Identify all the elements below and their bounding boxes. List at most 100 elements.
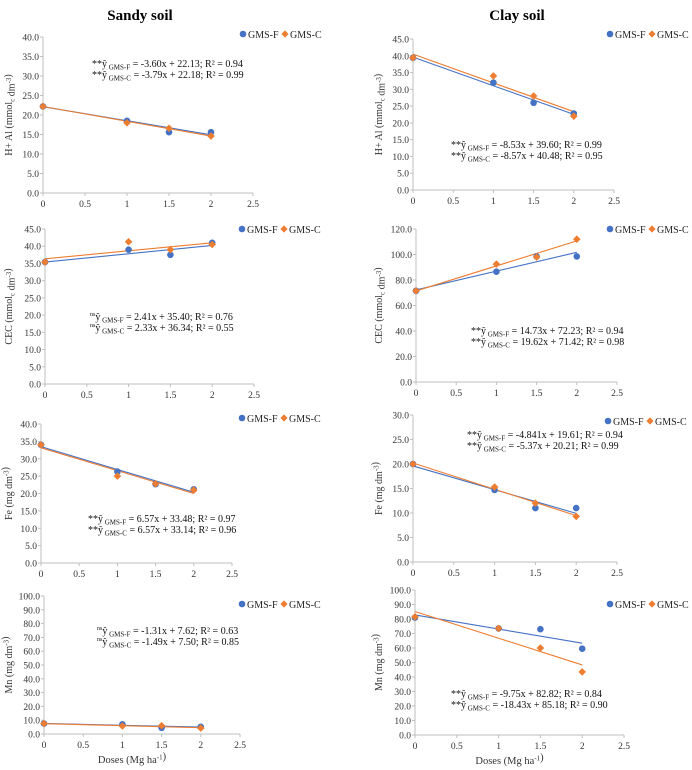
y-tick-label: 10.0 bbox=[20, 525, 37, 535]
unit-script: c bbox=[379, 292, 387, 295]
y-tick-label: 40.0 bbox=[22, 34, 39, 44]
legend-marker-gms-c bbox=[648, 225, 656, 233]
y-tick-label: 40.0 bbox=[394, 674, 411, 684]
y-axis-label: H+ Al (mmolc dm-3) bbox=[3, 74, 18, 156]
data-point-gms-c bbox=[409, 460, 417, 468]
label-text: Mn (mg dm bbox=[4, 645, 15, 693]
data-point-gms-c bbox=[490, 483, 499, 491]
data-point-gms-f bbox=[537, 625, 544, 633]
legend-marker-gms-c bbox=[646, 417, 654, 425]
equation-body: = 14.73x + 72.23; R² = 0.94 bbox=[509, 326, 623, 337]
equation-body: = 2.41x + 35.40; R² = 0.76 bbox=[124, 312, 233, 323]
data-point-gms-f bbox=[114, 468, 121, 475]
label-text: ) bbox=[1, 637, 12, 640]
equation-prefix: **ŷ bbox=[88, 525, 103, 536]
y-hat: ŷ bbox=[102, 637, 107, 648]
x-tick-label: 1 bbox=[491, 197, 496, 207]
label-text: Doses (Mg ha bbox=[475, 756, 534, 767]
data-point-gms-c bbox=[570, 112, 578, 120]
y-tick-label: 90.0 bbox=[394, 601, 411, 611]
significance-ns: ns bbox=[90, 312, 96, 318]
y-axis-label: CEC (mmolc dm-3) bbox=[3, 268, 18, 344]
data-point-gms-c bbox=[208, 240, 216, 249]
x-tick-label: 0 bbox=[41, 200, 46, 210]
y-tick-label: 40.0 bbox=[392, 52, 409, 62]
data-point-gms-c bbox=[39, 102, 47, 111]
y-hat: ŷ bbox=[95, 323, 100, 334]
equation-subscript: GMS-F bbox=[466, 694, 489, 702]
x-tick-label: 1.5 bbox=[528, 197, 540, 207]
regression-equation: nsŷ GMS-F = 2.41x + 35.40; R² = 0.76 bbox=[90, 312, 233, 325]
data-point-gms-c bbox=[412, 287, 420, 295]
equation-subscript: GMS-C bbox=[466, 156, 490, 164]
unit-script: -3 bbox=[5, 271, 13, 277]
label-text: Fe (mg dm bbox=[374, 471, 385, 515]
legend-marker-gms-f bbox=[239, 30, 247, 38]
legend-marker-gms-c bbox=[281, 30, 289, 38]
data-point-gms-c bbox=[492, 260, 501, 268]
y-tick-label: 5.0 bbox=[397, 534, 409, 544]
equation-subscript: GMS-F bbox=[482, 435, 505, 443]
data-point-gms-c bbox=[165, 124, 173, 133]
y-tick-label: 100.0 bbox=[390, 587, 412, 597]
data-point-gms-c bbox=[151, 479, 160, 488]
x-tick-label: 2.5 bbox=[234, 741, 246, 751]
regression-equation: **ŷ GMS-F = -9.75x + 82.82; R² = 0.84 bbox=[451, 689, 602, 702]
x-tick-label: 1 bbox=[494, 389, 499, 399]
y-tick-label: 15.0 bbox=[24, 329, 41, 339]
label-text: dm bbox=[7, 277, 18, 293]
equation-subscript: GMS-C bbox=[466, 705, 490, 713]
y-tick-label: 35.0 bbox=[20, 438, 37, 448]
legend-marker-gms-f bbox=[238, 414, 246, 422]
y-tick-label: 35.0 bbox=[22, 53, 39, 63]
equation-subscript: GMS-C bbox=[103, 530, 127, 538]
label-text: H+ Al (mmol bbox=[374, 101, 385, 155]
x-tick-label: 1 bbox=[120, 741, 125, 751]
label-text: ) bbox=[3, 74, 14, 77]
y-tick-label: 0.0 bbox=[27, 190, 39, 200]
x-tick-label: 1.5 bbox=[156, 741, 168, 751]
y-tick-label: 30.0 bbox=[22, 73, 39, 83]
y-tick-label: 50.0 bbox=[23, 662, 40, 672]
y-tick-label: 20.0 bbox=[20, 490, 37, 500]
label-text: ) bbox=[371, 634, 382, 637]
y-tick-label: 25.0 bbox=[392, 103, 409, 113]
y-tick-label: 80.0 bbox=[394, 616, 411, 626]
y-tick-label: 25.0 bbox=[22, 92, 39, 102]
data-point-gms-c bbox=[123, 119, 131, 127]
column-title-clay: Clay soil bbox=[489, 8, 544, 24]
y-tick-label: 50.0 bbox=[394, 659, 411, 669]
legend-label-gms-c: GMS-C bbox=[655, 417, 687, 428]
y-tick-label: 20.0 bbox=[394, 703, 411, 713]
y-axis-label: Mn (mg dm-3) bbox=[371, 634, 386, 691]
equation-body: = -18.43x + 85.18; R² = 0.90 bbox=[490, 700, 608, 711]
equation-body: = -5.37x + 20.21; R² = 0.99 bbox=[506, 441, 619, 452]
y-axis-label: Mn (mg dm-3) bbox=[1, 637, 16, 694]
x-tick-label: 2 bbox=[198, 741, 203, 751]
panel-sandy-hal: 0.0 5.0 10.0 15.0 20.0 25.0 30.0 35.0 40.0 0 0.5 1 1… bbox=[3, 30, 322, 210]
label-text: ) bbox=[163, 752, 167, 763]
x-tick-label: 2 bbox=[210, 391, 215, 401]
legend-marker-gms-c bbox=[280, 225, 288, 233]
x-tick-label: 1.5 bbox=[531, 389, 543, 399]
label-text: ) bbox=[3, 268, 14, 271]
label-text: ) bbox=[371, 462, 382, 465]
equation-body: = -8.57x + 40.48; R² = 0.95 bbox=[490, 151, 603, 162]
significance-ns: ns bbox=[97, 626, 103, 632]
x-tick-label: 1.5 bbox=[529, 569, 541, 579]
y-axis-label: Fe (mg dm-3) bbox=[371, 462, 386, 515]
y-tick-label: 25.0 bbox=[24, 294, 41, 304]
unit-script: -3 bbox=[373, 637, 381, 643]
panel-sandy-mn: 0.0 10.0 20.0 30.0 40.0 50.0 60.0 70.0 80.0 90.0 1… bbox=[1, 593, 322, 767]
x-tick-label: 0 bbox=[413, 742, 418, 752]
y-tick-label: 45.0 bbox=[24, 226, 41, 236]
legend-marker-gms-c bbox=[280, 414, 288, 422]
y-tick-label: 15.0 bbox=[22, 131, 39, 141]
y-tick-label: 40.0 bbox=[20, 421, 37, 431]
y-tick-label: 10.0 bbox=[24, 346, 41, 356]
data-point-gms-c bbox=[572, 512, 580, 521]
x-tick-label: 2.5 bbox=[226, 570, 238, 580]
y-tick-label: 20.0 bbox=[23, 703, 40, 713]
data-point-gms-c bbox=[489, 72, 498, 80]
regression-equation: nsŷ GMS-F = -1.31x + 7.62; R² = 0.63 bbox=[97, 626, 238, 639]
